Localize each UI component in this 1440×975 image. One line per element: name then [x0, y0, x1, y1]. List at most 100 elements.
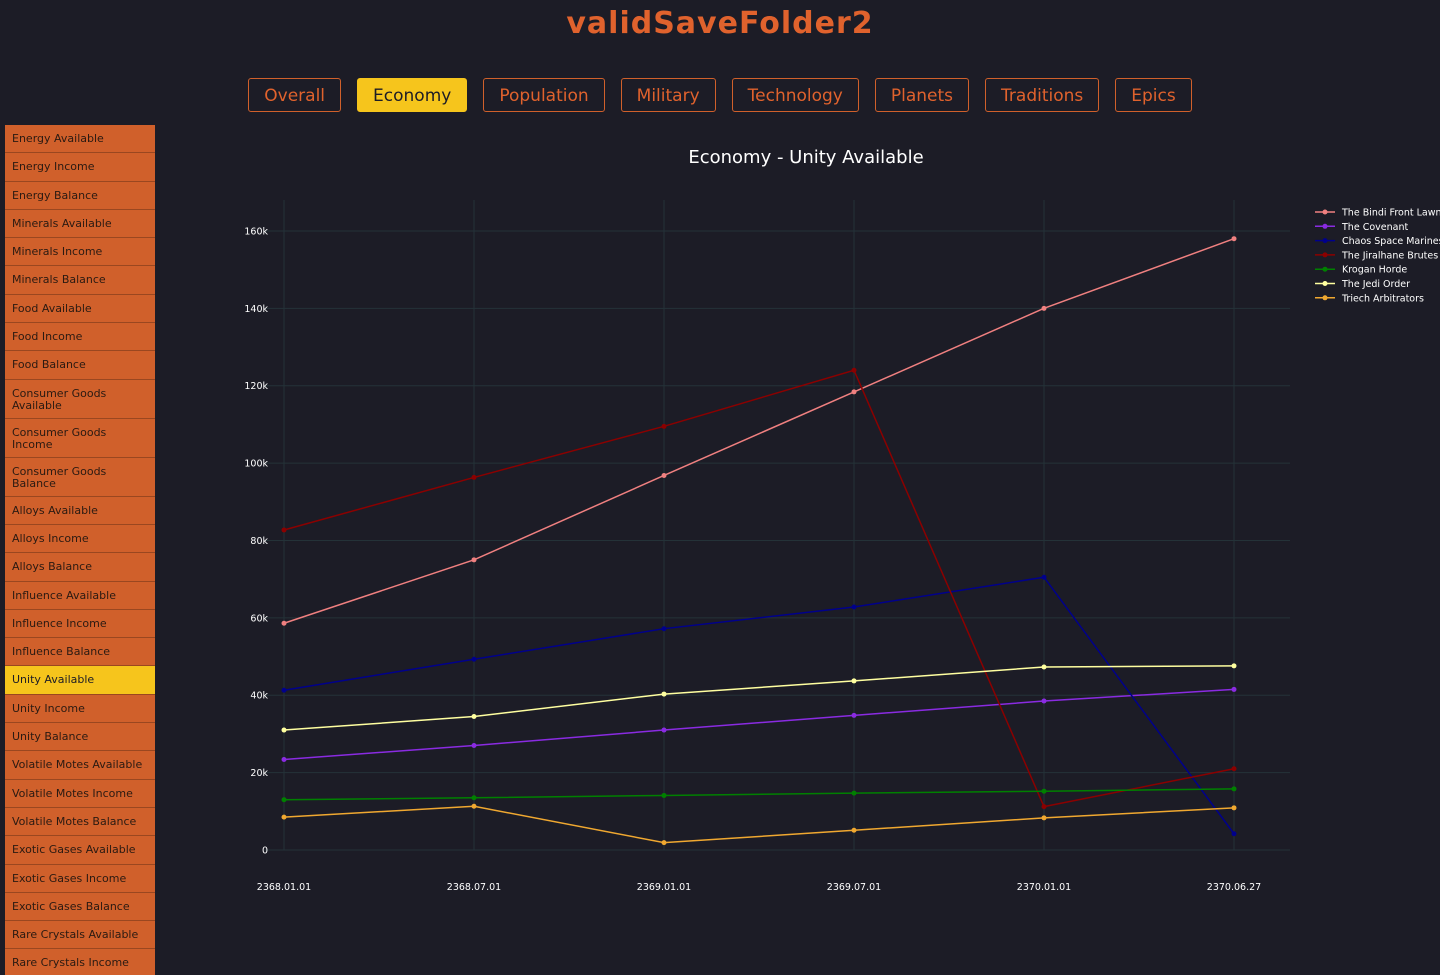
- sidebar-item-exotic-gases-balance[interactable]: Exotic Gases Balance: [5, 892, 155, 922]
- sidebar-item-volatile-motes-income[interactable]: Volatile Motes Income: [5, 779, 155, 808]
- tab-traditions[interactable]: Traditions: [985, 78, 1100, 112]
- tab-planets[interactable]: Planets: [874, 78, 970, 112]
- sidebar-item-energy-balance[interactable]: Energy Balance: [5, 181, 155, 210]
- series-line: [283, 576, 1235, 835]
- data-point: [1231, 663, 1237, 669]
- sidebar-item-unity-available[interactable]: Unity Available: [5, 666, 155, 695]
- sidebar-item-alloys-available[interactable]: Alloys Available: [5, 496, 155, 525]
- data-point: [1041, 804, 1047, 810]
- sidebar-item-alloys-income[interactable]: Alloys Income: [5, 524, 155, 554]
- y-tick-label: 60k: [250, 613, 268, 624]
- y-tick-label: 160k: [244, 226, 268, 237]
- y-tick-label: 0: [262, 846, 268, 857]
- sidebar-item-consumer-goods-available[interactable]: Consumer Goods Available: [5, 379, 155, 419]
- data-point: [851, 678, 857, 684]
- tab-economy[interactable]: Economy: [357, 78, 468, 112]
- data-point: [661, 691, 667, 697]
- data-point: [281, 814, 287, 820]
- sidebar-item-influence-available[interactable]: Influence Available: [5, 581, 155, 610]
- data-point: [281, 687, 287, 693]
- sidebar-item-rare-crystals-income[interactable]: Rare Crystals Income: [5, 949, 155, 975]
- sidebar-item-food-balance[interactable]: Food Balance: [5, 351, 155, 380]
- legend-swatch-marker: [1322, 223, 1328, 229]
- x-tick-label: 2368.01.01: [257, 882, 311, 893]
- sidebar-item-energy-available[interactable]: Energy Available: [5, 125, 155, 154]
- data-point: [661, 727, 667, 733]
- sidebar-item-exotic-gases-available[interactable]: Exotic Gases Available: [5, 836, 155, 865]
- data-point: [1231, 805, 1237, 811]
- series-line: [283, 665, 1235, 731]
- tab-epics[interactable]: Epics: [1115, 78, 1192, 112]
- sidebar-item-influence-balance[interactable]: Influence Balance: [5, 638, 155, 667]
- data-point: [661, 840, 667, 846]
- x-tick-label: 2370.06.27: [1207, 882, 1261, 893]
- data-point: [851, 790, 857, 796]
- legend-swatch-marker: [1322, 295, 1328, 301]
- app-title: validSaveFolder2: [566, 6, 874, 41]
- legend-entry: The Jedi Order: [1341, 279, 1410, 290]
- data-point: [471, 803, 477, 809]
- sidebar-item-alloys-balance[interactable]: Alloys Balance: [5, 553, 155, 582]
- data-point: [471, 557, 477, 563]
- metric-sidebar: Energy Available Energy Income Energy Ba…: [5, 125, 155, 975]
- data-point: [281, 797, 287, 803]
- legend-entry: Chaos Space Marines: [1342, 236, 1440, 247]
- data-point: [661, 423, 667, 429]
- data-point: [1041, 664, 1047, 670]
- data-point: [851, 712, 857, 718]
- y-tick-label: 40k: [250, 691, 268, 702]
- sidebar-item-volatile-motes-balance[interactable]: Volatile Motes Balance: [5, 807, 155, 837]
- tab-population[interactable]: Population: [483, 78, 605, 112]
- legend-entry: Krogan Horde: [1342, 265, 1407, 276]
- sidebar-item-consumer-goods-income[interactable]: Consumer Goods Income: [5, 418, 155, 458]
- chart-panel: Economy - Unity Available 0 20k 40k 60k 80k 10…: [160, 130, 1440, 975]
- legend-entry: The Covenant: [1341, 222, 1408, 233]
- sidebar-item-rare-crystals-available[interactable]: Rare Crystals Available: [5, 921, 155, 950]
- sidebar-item-influence-income[interactable]: Influence Income: [5, 609, 155, 639]
- data-point: [1231, 786, 1237, 792]
- tab-technology[interactable]: Technology: [731, 78, 859, 112]
- data-point: [851, 827, 857, 833]
- series-line: [283, 788, 1235, 801]
- data-point: [1041, 788, 1047, 794]
- data-point: [661, 472, 667, 478]
- data-point: [281, 727, 287, 733]
- data-point: [1231, 236, 1237, 242]
- data-point: [1231, 766, 1237, 772]
- sidebar-item-energy-income[interactable]: Energy Income: [5, 153, 155, 182]
- sidebar-item-exotic-gases-income[interactable]: Exotic Gases Income: [5, 864, 155, 893]
- x-tick-label: 2370.01.01: [1017, 882, 1071, 893]
- sidebar-item-volatile-motes-available[interactable]: Volatile Motes Available: [5, 751, 155, 780]
- data-point: [661, 626, 667, 632]
- sidebar-item-minerals-income[interactable]: Minerals Income: [5, 238, 155, 267]
- y-tick-label: 100k: [244, 459, 268, 470]
- tab-military[interactable]: Military: [620, 78, 716, 112]
- y-tick-label: 140k: [244, 304, 268, 315]
- y-tick-label: 20k: [250, 768, 268, 779]
- sidebar-item-minerals-balance[interactable]: Minerals Balance: [5, 266, 155, 295]
- data-point: [471, 714, 477, 720]
- sidebar-item-consumer-goods-balance[interactable]: Consumer Goods Balance: [5, 457, 155, 497]
- sidebar-item-food-income[interactable]: Food Income: [5, 323, 155, 352]
- tab-overall[interactable]: Overall: [248, 78, 342, 112]
- sidebar-item-unity-balance[interactable]: Unity Balance: [5, 723, 155, 752]
- data-point: [471, 795, 477, 801]
- data-point: [851, 604, 857, 610]
- legend-swatch-marker: [1322, 238, 1328, 244]
- sidebar-item-minerals-available[interactable]: Minerals Available: [5, 209, 155, 239]
- data-point: [1041, 815, 1047, 821]
- series-line: [283, 688, 1235, 761]
- data-point: [1231, 686, 1237, 692]
- main-tabs: Overall Economy Population Military Tech…: [0, 78, 1440, 112]
- series-line: [283, 369, 1235, 808]
- data-point: [1231, 831, 1237, 837]
- x-tick-label: 2369.01.01: [637, 882, 691, 893]
- data-point: [471, 743, 477, 749]
- sidebar-item-food-available[interactable]: Food Available: [5, 294, 155, 324]
- legend-entry: The Bindi Front Lawn: [1341, 208, 1440, 219]
- legend-entry: Triech Arbitrators: [1341, 293, 1424, 304]
- x-tick-label: 2368.07.01: [447, 882, 501, 893]
- sidebar-item-unity-income[interactable]: Unity Income: [5, 694, 155, 724]
- series-line: [283, 805, 1235, 844]
- y-tick-label: 80k: [250, 536, 268, 547]
